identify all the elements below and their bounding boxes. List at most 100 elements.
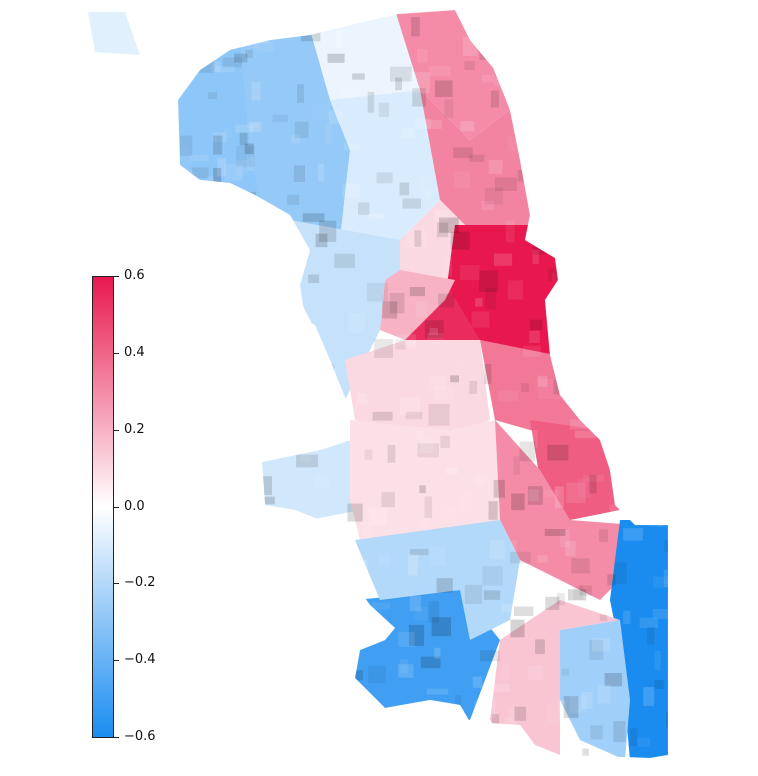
tract-cell [520, 430, 538, 449]
tract-cell [592, 638, 610, 652]
tract-cell [262, 225, 284, 241]
tract-cell [261, 721, 282, 733]
tract-cell [632, 500, 651, 522]
tract-cell [193, 356, 213, 375]
tract-cell [256, 548, 265, 570]
tract-cell [335, 30, 343, 49]
tract-cell [481, 200, 495, 210]
tract-cell [369, 507, 387, 526]
tract-cell [183, 546, 200, 564]
tract-cell [227, 621, 243, 629]
tract-cell [508, 136, 518, 151]
tract-cell [302, 213, 325, 222]
colorbar [92, 276, 114, 738]
tract-cell [230, 684, 247, 699]
tract-cell [220, 665, 231, 677]
tract-cell [485, 288, 496, 310]
tract-cell [251, 440, 262, 452]
tract-cell [179, 265, 189, 280]
tract-cell [508, 707, 518, 726]
tract-cell [455, 695, 462, 707]
tract-cell [454, 171, 471, 189]
tract-cell [240, 480, 251, 500]
tract-cell [659, 397, 668, 408]
tract-cell [409, 72, 430, 94]
tract-cell [251, 81, 261, 101]
tract-cell [238, 337, 255, 360]
tract-cell [364, 449, 373, 461]
tract-cell [543, 490, 559, 497]
tract-cell [434, 209, 449, 221]
tract-cell [178, 246, 188, 259]
tract-cell [614, 562, 627, 585]
tract-cell [498, 390, 519, 402]
tract-cell [240, 444, 256, 457]
region-southwest-central [345, 340, 490, 440]
tract-cell [395, 77, 402, 91]
tract-cell [585, 143, 597, 157]
tract-cell [221, 700, 242, 721]
tract-cell [510, 540, 517, 551]
tract-cell [659, 285, 668, 306]
tract-cell [663, 569, 668, 587]
tract-cell [424, 496, 433, 518]
tract-cell [226, 256, 234, 269]
tract-cell [223, 128, 232, 138]
tract-cell [424, 119, 443, 129]
region-south-central [350, 420, 500, 540]
tract-cell [664, 16, 668, 35]
tract-cell [540, 209, 548, 229]
tract-cell [212, 132, 227, 143]
tract-cell [571, 558, 590, 574]
tract-cell [224, 164, 243, 181]
tract-cell [474, 700, 496, 718]
tract-cell [398, 664, 414, 678]
tract-cell [282, 431, 304, 446]
tract-cell [469, 380, 478, 394]
tract-cell [362, 522, 372, 539]
region-southwest-protrusion [250, 440, 360, 520]
tract-cell [544, 529, 566, 536]
region-south-side-east [495, 420, 640, 600]
tract-cell [511, 493, 525, 511]
tract-cell [639, 617, 658, 628]
tract-cell [627, 97, 646, 115]
tract-cell [409, 548, 429, 556]
tract-cell [519, 441, 536, 462]
tract-cell [208, 92, 217, 99]
region-isolated-northwest-tract [88, 12, 140, 55]
tract-cell [179, 147, 190, 169]
tract-cell [429, 374, 447, 391]
tract-cell [667, 32, 668, 48]
tract-cell [259, 661, 273, 676]
tract-cell [178, 64, 187, 86]
tract-cell [419, 176, 430, 194]
tract-cell [229, 483, 246, 505]
tract-cell [661, 86, 668, 101]
tract-cell [527, 486, 543, 505]
tract-cell [377, 731, 395, 745]
tract-cell [429, 66, 451, 76]
tract-cell [308, 274, 320, 283]
region-northwest-side [230, 30, 350, 250]
tract-cell [225, 705, 240, 721]
tract-cell [513, 456, 520, 475]
tract-cell [642, 307, 653, 321]
tract-cell [272, 114, 288, 123]
tract-cell [453, 147, 473, 159]
tract-cell [217, 731, 238, 747]
tract-cell [537, 555, 548, 563]
tract-cell [399, 182, 410, 196]
tract-cell [482, 566, 503, 586]
tract-cell [209, 704, 220, 725]
tract-cell [178, 388, 184, 399]
colorbar-tick-label: 0.0 [124, 498, 145, 514]
tract-cell [299, 441, 311, 463]
tract-cell [450, 231, 470, 250]
tract-cell [574, 265, 590, 272]
tract-cell [233, 556, 254, 563]
tract-cell [565, 540, 576, 557]
tract-cell [524, 596, 531, 603]
tract-cell [594, 33, 602, 55]
tract-cell [237, 266, 249, 274]
